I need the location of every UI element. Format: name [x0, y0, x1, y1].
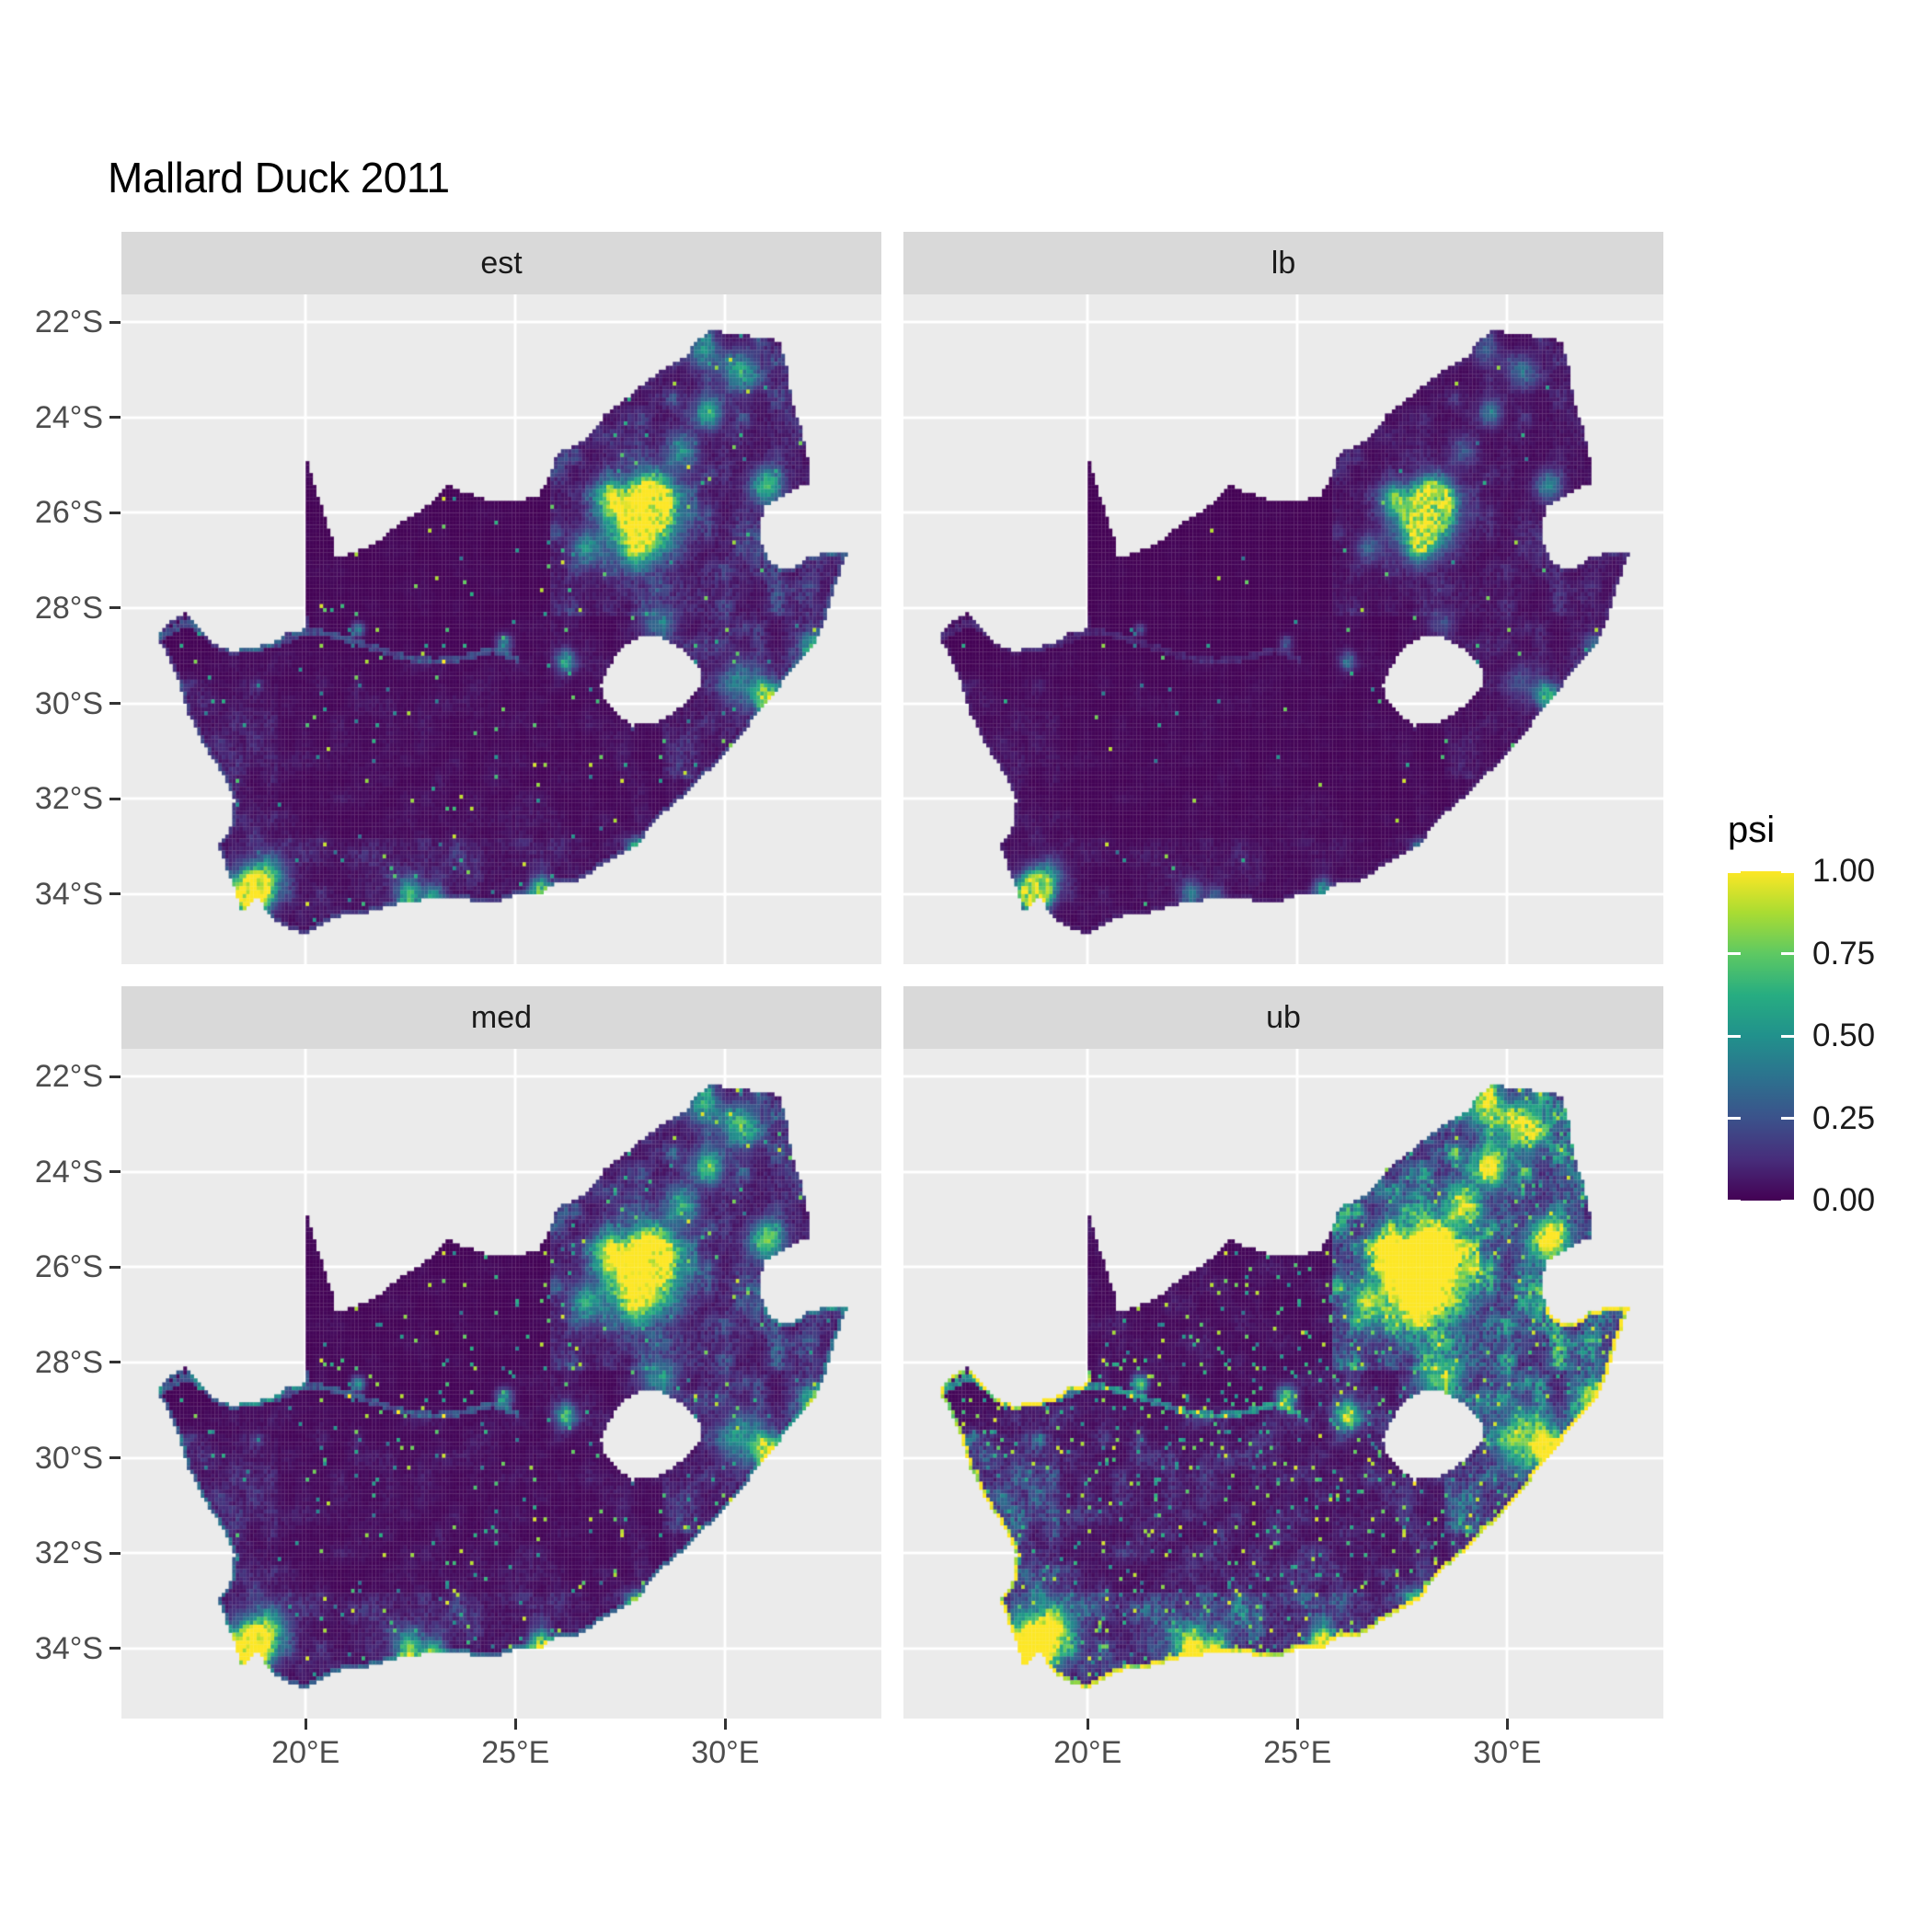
legend-title: psi [1728, 810, 1776, 850]
legend-tick-mark [1728, 1117, 1741, 1120]
facet-strip-label: est [480, 245, 523, 281]
facet-strip-med: med [121, 986, 881, 1049]
x-axis-tick-mark [304, 1719, 307, 1730]
y-axis-tick-label: 28°S [34, 1344, 103, 1380]
y-axis-tick-mark [109, 892, 121, 896]
map-raster-med [121, 1049, 881, 1719]
legend-tick-mark [1781, 952, 1794, 955]
y-axis-tick-mark [109, 606, 121, 610]
legend-tick-label: 0.75 [1812, 935, 1876, 972]
legend-tick-mark [1728, 1034, 1741, 1038]
x-axis-tick-mark [513, 1719, 517, 1730]
y-axis-tick-label: 24°S [34, 1154, 103, 1190]
legend-tick-mark [1728, 952, 1741, 955]
y-axis-tick-label: 24°S [34, 399, 103, 435]
legend-tick-label: 1.00 [1812, 853, 1876, 889]
facet-strip-label: ub [1266, 999, 1301, 1035]
facet-panel-est [121, 294, 881, 964]
y-axis-tick-label: 22°S [34, 1059, 103, 1095]
y-axis-tick-mark [109, 1265, 121, 1269]
y-axis-tick-label: 30°S [34, 1440, 103, 1476]
y-axis-tick-label: 34°S [34, 1630, 103, 1666]
y-axis-tick-mark [109, 1075, 121, 1078]
legend-colorbar [1728, 871, 1794, 1201]
y-axis-tick-label: 28°S [34, 590, 103, 626]
legend-tick-mark [1781, 1199, 1794, 1201]
y-axis-tick-mark [109, 1647, 121, 1650]
facet-panel-med [121, 1049, 881, 1719]
legend-tick-label: 0.00 [1812, 1182, 1876, 1218]
map-raster-est [121, 294, 881, 964]
y-axis-tick-mark [109, 1361, 121, 1364]
facet-panel-ub [903, 1049, 1663, 1719]
x-axis-tick-label: 20°E [271, 1735, 340, 1770]
y-axis-tick-mark [109, 1170, 121, 1174]
y-axis-tick-mark [109, 702, 121, 706]
map-raster-ub [903, 1049, 1663, 1719]
x-axis-tick-mark [1295, 1719, 1299, 1730]
y-axis-tick-label: 32°S [34, 1535, 103, 1571]
x-axis-tick-label: 30°E [691, 1735, 760, 1770]
legend-tick-mark [1781, 871, 1794, 873]
x-axis-tick-label: 25°E [481, 1735, 550, 1770]
y-axis-tick-label: 26°S [34, 1249, 103, 1285]
facet-strip-est: est [121, 232, 881, 294]
legend-tick-mark [1728, 1199, 1741, 1201]
x-axis-tick-mark [1086, 1719, 1089, 1730]
legend-tick-label: 0.25 [1812, 1099, 1876, 1136]
x-axis-tick-label: 25°E [1263, 1735, 1332, 1770]
facet-strip-lb: lb [903, 232, 1663, 294]
legend-tick-label: 0.50 [1812, 1018, 1876, 1053]
facet-strip-ub: ub [903, 986, 1663, 1049]
facet-strip-label: lb [1271, 245, 1296, 281]
y-axis-tick-mark [109, 320, 121, 324]
y-axis-tick-mark [109, 416, 121, 420]
facet-strip-label: med [470, 999, 533, 1035]
x-axis-tick-mark [1505, 1719, 1509, 1730]
y-axis-tick-mark [109, 797, 121, 800]
legend-tick-mark [1728, 871, 1741, 873]
facet-panel-lb [903, 294, 1663, 964]
y-axis-tick-mark [109, 1456, 121, 1460]
y-axis-tick-label: 22°S [34, 305, 103, 340]
y-axis-tick-label: 34°S [34, 876, 103, 912]
legend-tick-mark [1781, 1034, 1794, 1038]
plot-title: Mallard Duck 2011 [108, 154, 450, 201]
y-axis-tick-label: 30°S [34, 685, 103, 721]
map-raster-lb [903, 294, 1663, 964]
x-axis-tick-label: 30°E [1473, 1735, 1542, 1770]
y-axis-tick-label: 32°S [34, 781, 103, 817]
y-axis-tick-mark [109, 1551, 121, 1555]
y-axis-tick-label: 26°S [34, 495, 103, 531]
y-axis-tick-mark [109, 511, 121, 514]
legend-tick-mark [1781, 1117, 1794, 1120]
x-axis-tick-mark [723, 1719, 727, 1730]
x-axis-tick-label: 20°E [1053, 1735, 1122, 1770]
